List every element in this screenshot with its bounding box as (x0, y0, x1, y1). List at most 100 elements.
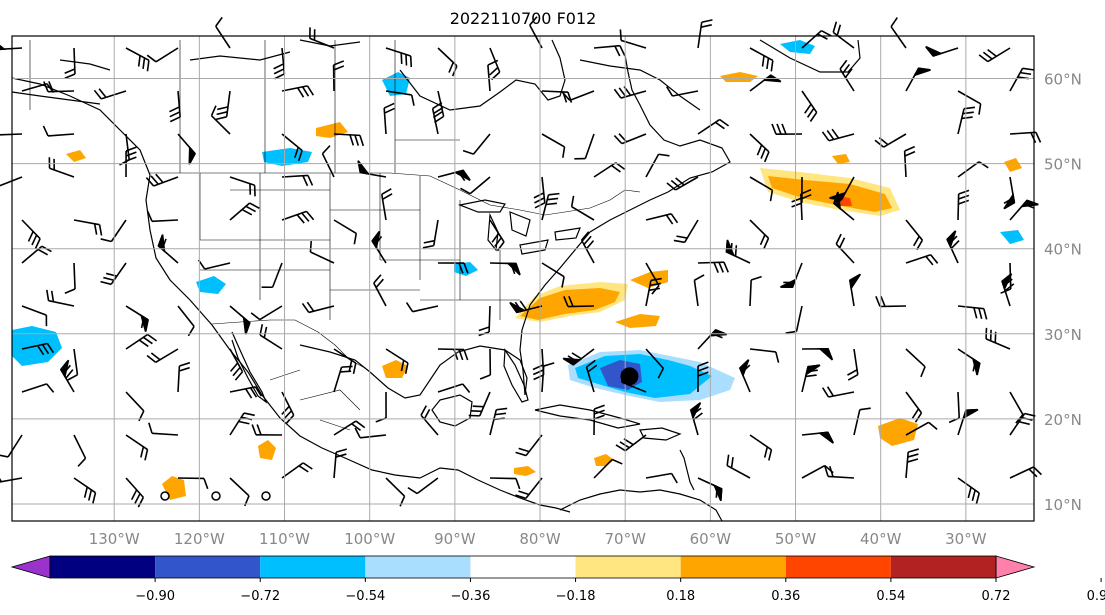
wind-barb (332, 60, 345, 92)
wind-barb (281, 174, 314, 187)
wind-barb (46, 289, 75, 307)
atlantic-canada (624, 54, 731, 193)
wind-barb (905, 448, 919, 479)
wind-barb (905, 391, 923, 423)
wind-barb (229, 176, 256, 197)
lon-label: 60°W (690, 530, 732, 548)
positive-anomaly-north-atlantic (768, 176, 892, 212)
wind-barb (437, 169, 471, 182)
wind-barb (832, 21, 855, 49)
great-lakes-michigan (487, 212, 499, 252)
wind-barb (177, 133, 196, 165)
positive-anomaly-east-atlantic (878, 418, 918, 446)
wind-barb (541, 192, 560, 221)
south-america (559, 489, 723, 522)
lon-label: 50°W (775, 530, 817, 548)
positive-anomaly-far-east (1004, 158, 1022, 172)
negative-anomaly-east-atlantic (1000, 230, 1024, 244)
greenland-coast (759, 39, 861, 73)
wind-barb (21, 383, 55, 393)
great-lakes-huron (509, 211, 531, 237)
hispaniola (639, 427, 682, 441)
wind-barb (281, 85, 315, 98)
wind-barb (431, 101, 444, 135)
wind-barb (100, 262, 127, 286)
wind-barb (561, 90, 595, 102)
colorbar-segment (890, 556, 996, 578)
wind-barb (371, 230, 387, 264)
wind-barb (462, 133, 491, 155)
positive-anomaly-region-2 (630, 270, 668, 288)
wind-barb (64, 262, 76, 295)
wind-barb (533, 176, 546, 209)
wind-barb (383, 102, 395, 135)
wind-barb (385, 348, 409, 374)
cuba (534, 404, 641, 429)
colorbar-label: 0.90 (1087, 589, 1105, 604)
lat-label: 10°N (1044, 496, 1082, 514)
wind-barb (593, 458, 623, 479)
wind-barb (665, 86, 699, 97)
wind-barb (570, 195, 595, 221)
great-lakes-erie (519, 239, 549, 255)
wind-barb (957, 161, 989, 178)
wind-barb (541, 133, 566, 158)
wind-barb (749, 219, 770, 249)
wind-barb (697, 361, 709, 393)
wind-barb (785, 305, 803, 334)
wind-barb (580, 231, 595, 264)
wind-barb (64, 47, 76, 80)
wind-barb (73, 219, 103, 236)
positive-anomaly-core (520, 288, 620, 320)
lat-label: 20°N (1044, 411, 1082, 429)
wind-barb (780, 262, 803, 288)
us-canada-border (150, 172, 641, 216)
colorbar-segment (785, 556, 891, 578)
wind-barb (985, 327, 1011, 350)
wind-barb (874, 133, 907, 148)
wind-barb (905, 348, 926, 378)
wind-barb (509, 300, 543, 314)
lon-label: 120°W (174, 530, 225, 548)
wind-barb (749, 47, 774, 72)
wind-barb (146, 348, 179, 364)
islands-arc (679, 449, 695, 491)
wind-barb (197, 259, 231, 270)
wind-barb (67, 348, 79, 381)
wind-barb (515, 477, 543, 500)
wind-barb (333, 448, 348, 479)
wind-barb (468, 391, 491, 417)
wind-barb (460, 176, 491, 195)
map-frame (11, 35, 1035, 522)
wind-barb (21, 219, 41, 249)
negative-anomaly-hudson (382, 72, 410, 96)
wind-barb (541, 362, 555, 393)
wind-barb (1009, 466, 1042, 479)
wind-barb (281, 210, 315, 224)
wind-barb (645, 348, 665, 379)
colorbar-label: 0.18 (666, 589, 695, 604)
wind-barb (215, 90, 231, 121)
hudson-bay (399, 39, 566, 111)
wind-barb (593, 162, 626, 178)
storm-center-marker (620, 367, 639, 386)
colorbar-label: −0.90 (135, 589, 175, 604)
colorbar-label: 0.54 (876, 589, 905, 604)
wind-barb (169, 90, 181, 123)
wind-barb (619, 29, 647, 49)
wind-barb (250, 305, 283, 321)
wind-barb (689, 402, 703, 436)
colorbar-label: −0.54 (345, 589, 385, 604)
wind-barb (422, 219, 439, 249)
negative-anomaly-great-basin (196, 276, 226, 294)
east-coast (519, 191, 669, 396)
wind-barb (146, 210, 179, 223)
colorbar-label: 0.72 (982, 589, 1011, 604)
lon-label: 30°W (945, 530, 987, 548)
wind-barb (615, 434, 647, 452)
longitude-labels: 130°W 120°W 110°W 100°W 90°W 80°W 70°W 60°W 50°W… (89, 530, 987, 548)
wind-barb (43, 81, 75, 93)
wind-barb (925, 45, 959, 57)
wind-barb (1003, 176, 1016, 210)
wind-barb (0, 176, 23, 187)
